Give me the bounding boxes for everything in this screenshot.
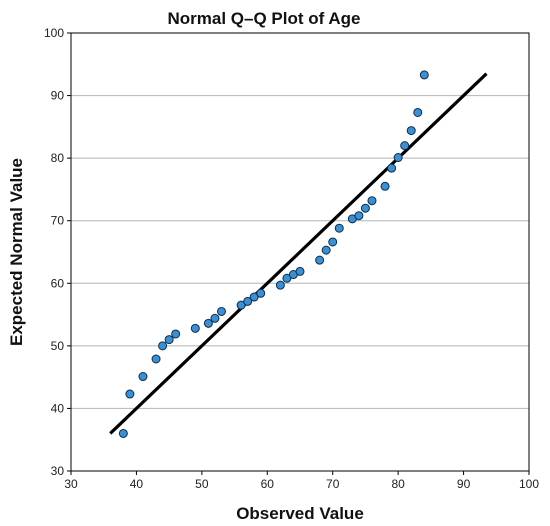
data-point bbox=[249, 292, 259, 302]
gridlines bbox=[71, 32, 529, 472]
y-tick-label: 80 bbox=[51, 151, 65, 165]
data-point bbox=[282, 273, 292, 283]
data-point bbox=[236, 300, 246, 310]
y-tick-label: 40 bbox=[51, 401, 65, 415]
x-tick-label: 50 bbox=[195, 477, 209, 491]
data-point bbox=[203, 318, 213, 328]
x-axis-ticks: 30 40 50 60 70 80 90 100 bbox=[64, 471, 539, 491]
data-point bbox=[158, 341, 168, 351]
data-point bbox=[210, 313, 220, 323]
data-point bbox=[413, 107, 423, 117]
data-point bbox=[315, 255, 325, 265]
data-point bbox=[328, 237, 338, 247]
data-point bbox=[151, 354, 161, 364]
x-tick-label: 100 bbox=[519, 477, 539, 491]
y-tick-label: 60 bbox=[51, 276, 65, 290]
data-point bbox=[367, 196, 377, 206]
y-axis-ticks: 30 40 50 60 70 80 90 100 bbox=[44, 26, 71, 478]
x-tick-label: 70 bbox=[326, 477, 340, 491]
x-tick-label: 30 bbox=[64, 477, 78, 491]
data-point bbox=[164, 335, 174, 345]
data-point bbox=[171, 329, 181, 339]
data-point bbox=[118, 428, 128, 438]
data-point bbox=[243, 296, 253, 306]
y-tick-label: 70 bbox=[51, 214, 65, 228]
data-point bbox=[334, 223, 344, 233]
y-tick-label: 30 bbox=[51, 464, 65, 478]
y-axis-title: Expected Normal Value bbox=[7, 158, 26, 346]
x-axis-title: Observed Value bbox=[236, 504, 364, 523]
data-point bbox=[138, 372, 148, 382]
data-point bbox=[295, 266, 305, 276]
data-point bbox=[321, 245, 331, 255]
data-point bbox=[256, 288, 266, 298]
data-point bbox=[275, 280, 285, 290]
data-point bbox=[406, 126, 416, 136]
data-point bbox=[387, 163, 397, 173]
reference-line bbox=[109, 72, 488, 435]
data-point bbox=[380, 181, 390, 191]
data-point bbox=[400, 141, 410, 151]
plot-frame bbox=[70, 32, 530, 472]
chart-title: Normal Q–Q Plot of Age bbox=[167, 9, 360, 28]
y-tick-label: 100 bbox=[44, 26, 64, 40]
x-tick-label: 90 bbox=[457, 477, 471, 491]
x-tick-label: 80 bbox=[391, 477, 405, 491]
data-point bbox=[419, 70, 429, 80]
data-point bbox=[354, 211, 364, 221]
data-points bbox=[118, 70, 429, 438]
data-point bbox=[125, 389, 135, 399]
data-point bbox=[393, 153, 403, 163]
data-point bbox=[216, 306, 226, 316]
data-point bbox=[190, 323, 200, 333]
x-tick-label: 40 bbox=[130, 477, 144, 491]
y-tick-label: 50 bbox=[51, 339, 65, 353]
x-tick-label: 60 bbox=[261, 477, 275, 491]
y-tick-label: 90 bbox=[51, 89, 65, 103]
data-point bbox=[360, 203, 370, 213]
